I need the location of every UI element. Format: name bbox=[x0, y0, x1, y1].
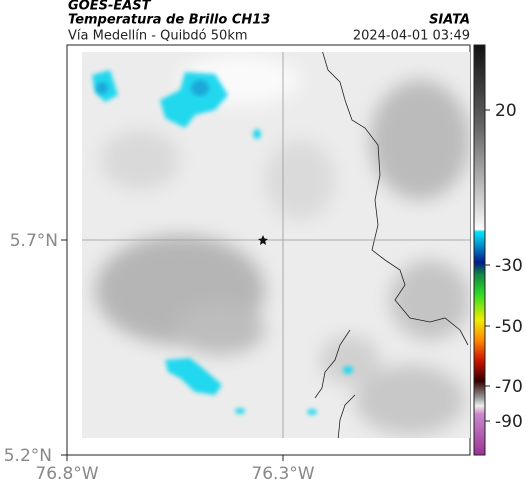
map bbox=[61, 44, 471, 461]
subtitle: Vía Medellín - Quibdó 50km bbox=[68, 29, 248, 44]
lat-label: 5.7°N bbox=[10, 231, 58, 251]
lat-label: 5.2°N bbox=[4, 446, 52, 466]
colorbar-tick-label: -70 bbox=[495, 377, 523, 397]
lon-label: 76.3°W bbox=[251, 464, 314, 484]
agency: SIATA bbox=[429, 13, 470, 28]
colorbar bbox=[473, 44, 486, 456]
title: Temperatura de Brillo CH13 bbox=[68, 13, 270, 28]
colorbar-ticks: 20 -30 -50 -70 -90 bbox=[485, 101, 523, 432]
colorbar-tick-label: -30 bbox=[495, 256, 523, 276]
source: GOES-EAST bbox=[68, 0, 152, 14]
datetime: 2024-04-01 03:49 bbox=[353, 29, 470, 44]
colorbar-tick-label: -90 bbox=[495, 412, 523, 432]
colorbar-tick-label: -50 bbox=[495, 317, 523, 337]
lon-label: 76.8°W bbox=[35, 464, 98, 484]
colorbar-tick-label: 20 bbox=[495, 101, 517, 121]
